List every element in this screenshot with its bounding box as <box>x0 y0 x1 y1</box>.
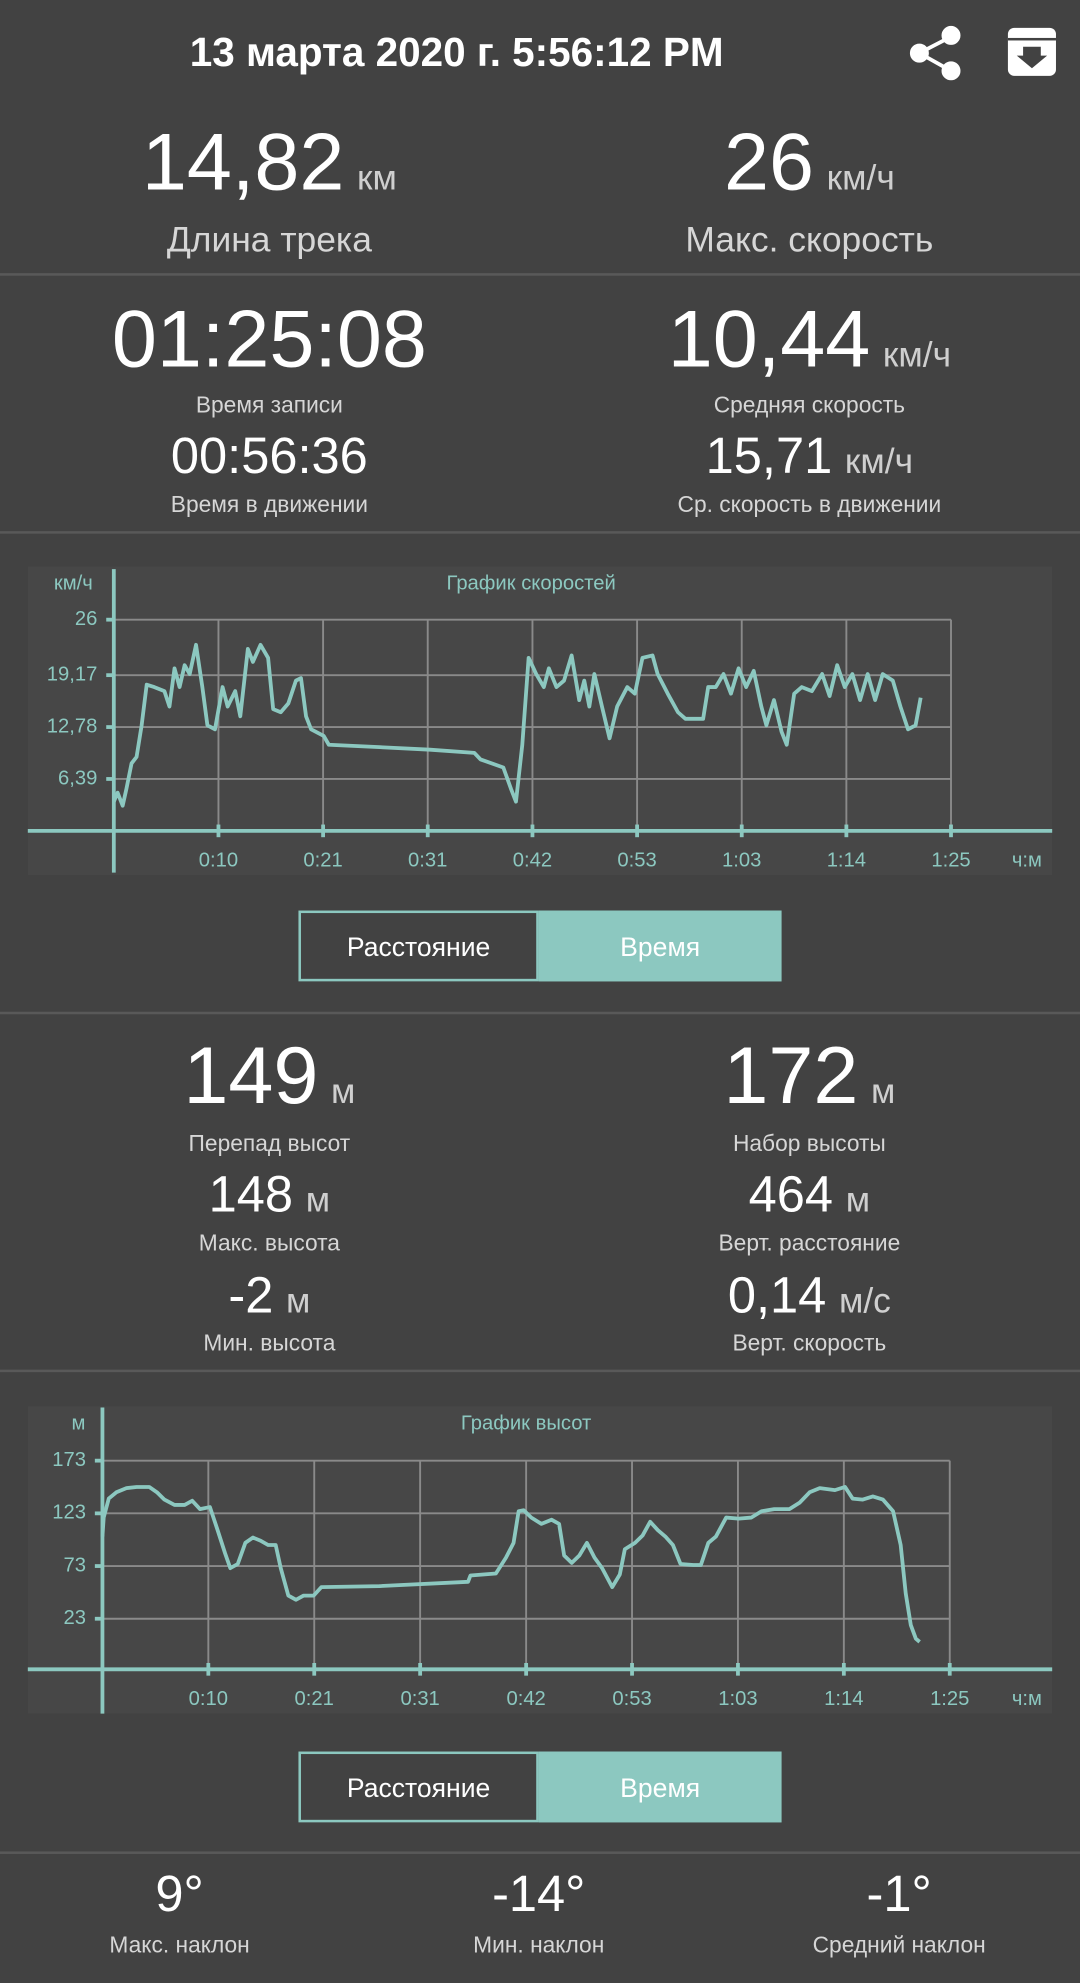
stat-value: 14,82 км <box>16 121 522 202</box>
toggle-option[interactable]: Расстояние <box>298 1751 539 1823</box>
x-tick-label: 0:53 <box>612 1688 651 1710</box>
value: 0,14 <box>727 1268 827 1325</box>
unit: м <box>331 1071 356 1111</box>
stat-label: Средняя скорость <box>713 392 906 418</box>
chart-panel <box>27 566 1053 876</box>
date-title: 13 марта 2020 г. 5:56:12 PM <box>189 29 724 75</box>
chart-title: График высот <box>461 1412 591 1434</box>
x-tick-label: 1:14 <box>824 1688 863 1710</box>
unit: м <box>871 1071 896 1111</box>
unit: км <box>357 158 397 198</box>
x-axis-label: ч:м <box>1012 1688 1042 1710</box>
value: 10,44 <box>667 293 871 385</box>
stat-value: 149 м <box>16 1034 522 1115</box>
y-axis-label: км/ч <box>54 573 93 595</box>
data-line <box>100 1485 921 1644</box>
unit: м <box>305 1179 331 1220</box>
stat-label: Макс. скорость <box>685 220 934 260</box>
stat-label: Перепад высот <box>188 1130 351 1156</box>
stat-value: 9° <box>155 1866 204 1923</box>
stat-label: Макс. высота <box>198 1230 340 1256</box>
value: 464 <box>748 1167 834 1223</box>
stat-label: Верт. расстояние <box>718 1230 901 1256</box>
x-tick-label: 1:25 <box>930 1688 969 1710</box>
x-tick-label: 1:03 <box>718 1688 757 1710</box>
stat-label: Набор высоты <box>732 1130 886 1156</box>
y-tick-label: 73 <box>63 1554 86 1576</box>
value: 14,82 <box>141 116 345 208</box>
value: 172 <box>723 1029 859 1121</box>
unit: м <box>845 1179 871 1220</box>
stat-value: 0,14 м/с <box>556 1271 1062 1322</box>
x-tick-label: 1:25 <box>931 850 970 872</box>
stat-label: Средний наклон <box>812 1932 986 1958</box>
share-icon[interactable] <box>909 25 961 81</box>
stat-label: Время в движении <box>170 491 368 518</box>
chart-panel <box>27 1406 1053 1714</box>
stat-value: 464 м <box>556 1170 1062 1221</box>
value: 149 <box>183 1029 319 1121</box>
value: -2 <box>228 1268 274 1325</box>
unit: км/ч <box>826 158 895 198</box>
stat-value: 15,71 км/ч <box>556 431 1062 482</box>
unit: м/с <box>838 1281 891 1321</box>
x-tick-label: 0:31 <box>400 1688 439 1710</box>
x-tick-label: 0:10 <box>199 850 238 872</box>
unit: км/ч <box>882 335 952 375</box>
y-tick-label: 19,17 <box>47 663 98 685</box>
y-tick-label: 26 <box>75 608 98 630</box>
value: 148 <box>208 1167 294 1223</box>
separator <box>0 1011 1080 1015</box>
data-line <box>112 642 923 808</box>
separator <box>0 273 1080 276</box>
x-tick-label: 0:42 <box>513 850 552 872</box>
separator <box>0 531 1080 534</box>
toggle-option[interactable]: Время <box>538 1751 782 1823</box>
download-icon[interactable] <box>1007 27 1056 76</box>
x-tick-label: 0:42 <box>506 1688 545 1710</box>
stat-label: Ср. скорость в движении <box>677 491 942 518</box>
stat-value: 172 м <box>556 1034 1062 1115</box>
x-tick-label: 0:31 <box>408 850 447 872</box>
unit: м <box>286 1281 311 1321</box>
stat-value: 01:25:08 <box>111 293 427 385</box>
stat-label: Длина трека <box>166 220 372 260</box>
stat-value: 10,44 км/ч <box>556 298 1062 379</box>
y-tick-label: 23 <box>63 1607 86 1629</box>
stat-value: -1° <box>866 1866 932 1923</box>
y-tick-label: 12,78 <box>47 715 98 737</box>
separator <box>0 1851 1080 1854</box>
y-tick-label: 123 <box>52 1502 86 1524</box>
toggle-option[interactable]: Время <box>538 910 782 982</box>
stat-value: 148 м <box>16 1170 522 1221</box>
y-tick-label: 6,39 <box>58 767 97 789</box>
x-tick-label: 0:21 <box>295 1688 334 1710</box>
stat-value: -2 м <box>16 1271 522 1322</box>
stat-value: 26 км/ч <box>556 121 1062 202</box>
y-axis-label: м <box>71 1412 85 1434</box>
separator <box>0 1369 1080 1373</box>
x-tick-label: 1:03 <box>722 850 761 872</box>
unit: км/ч <box>844 441 914 481</box>
stat-label: Мин. наклон <box>473 1932 605 1958</box>
stat-label: Верт. скорость <box>732 1330 887 1356</box>
x-tick-label: 0:10 <box>189 1688 228 1710</box>
stat-label: Мин. высота <box>203 1330 336 1356</box>
toggle-option[interactable]: Расстояние <box>298 910 539 982</box>
x-tick-label: 0:21 <box>303 850 342 872</box>
y-tick-label: 173 <box>52 1449 86 1471</box>
x-tick-label: 0:53 <box>617 850 656 872</box>
stat-value: 00:56:36 <box>170 428 368 485</box>
value: 15,71 <box>705 428 833 485</box>
x-tick-label: 1:14 <box>827 850 866 872</box>
stat-label: Время записи <box>195 392 343 418</box>
x-axis-label: ч:м <box>1012 850 1042 872</box>
stat-value: -14° <box>492 1866 586 1923</box>
chart-title: График скоростей <box>447 573 616 595</box>
stat-label: Макс. наклон <box>109 1932 250 1958</box>
value: 26 <box>723 116 814 208</box>
